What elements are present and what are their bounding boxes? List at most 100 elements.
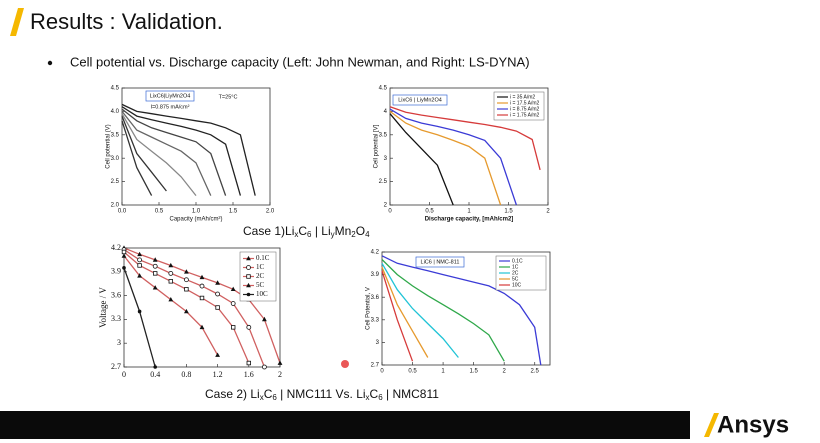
x-tick-label: 1 <box>441 369 445 375</box>
x-tick-label: 2 <box>278 370 282 379</box>
bullet-text: Cell potential vs. Discharge capacity (L… <box>70 54 530 69</box>
y-tick-label: 2.5 <box>111 179 120 185</box>
y-tick-label: 3 <box>384 156 388 162</box>
y-tick-label: 4.5 <box>379 86 388 92</box>
logo: Ansys <box>717 411 789 438</box>
marker <box>168 296 174 302</box>
y-tick-label: 3.3 <box>371 317 380 323</box>
legend-label: 5C <box>256 281 265 289</box>
chart-title-box <box>392 94 448 106</box>
y-tick-label: 2.7 <box>371 363 380 369</box>
cursor-highlight <box>341 360 349 368</box>
y-tick-label: 3.3 <box>111 314 121 323</box>
x-tick-label: 1.2 <box>213 370 223 379</box>
subscript: 4 <box>365 230 370 239</box>
subscript: x <box>294 230 298 239</box>
marker <box>168 279 173 284</box>
marker <box>199 295 205 301</box>
footer-band <box>0 411 690 439</box>
chart-title: LiC6 | NMC-811 <box>421 259 460 265</box>
x-tick-label: 0.5 <box>408 369 417 375</box>
x-tick-label: 0.0 <box>118 209 127 215</box>
subscript: x <box>260 393 264 402</box>
x-tick-label: 0 <box>122 370 126 379</box>
series-line <box>121 106 242 196</box>
case2-caption: Case 2) LixC6 | NMC111 Vs. LixC6 | NMC81… <box>205 387 439 402</box>
caption-text: | Li <box>312 224 331 238</box>
marker <box>215 352 220 357</box>
marker <box>215 291 221 297</box>
marker <box>122 266 126 270</box>
marker <box>246 324 252 330</box>
logo-accent <box>704 413 719 437</box>
legend-label: 0.1C <box>512 258 523 264</box>
y-axis-label: Cell potential [V] <box>374 124 380 168</box>
y-axis-label: Cell Potential, V <box>366 287 372 330</box>
x-tick-label: 0.5 <box>155 209 164 215</box>
series-line <box>121 120 153 196</box>
marker <box>137 251 142 257</box>
series-line <box>121 103 256 196</box>
y-tick-label: 3.0 <box>111 156 120 162</box>
marker <box>246 360 251 366</box>
legend-label: i = 8.75 A/m2 <box>510 106 540 112</box>
marker <box>246 282 251 288</box>
y-tick-label: 3.5 <box>111 132 120 138</box>
y-tick-label: 3.9 <box>111 267 121 276</box>
caption-text: Li <box>285 224 294 238</box>
series-line <box>389 110 502 206</box>
x-tick-label: 0.5 <box>425 209 434 215</box>
legend-label: 2C <box>256 272 265 280</box>
marker <box>152 271 158 276</box>
series-line <box>381 270 414 362</box>
series-line <box>389 108 518 206</box>
marker <box>121 253 127 258</box>
y-tick-label: 3.6 <box>371 295 380 301</box>
caption-text: Mn <box>335 224 352 238</box>
subscript: x <box>366 393 370 402</box>
series-line <box>381 259 505 362</box>
legend-label: i = 35 A/m2 <box>510 94 535 100</box>
series-line <box>381 262 459 358</box>
y-tick-label: 2 <box>384 203 388 209</box>
marker <box>183 277 189 283</box>
case1-caption: Case 1)LixC6 | LiyMn2O4 <box>243 224 370 239</box>
x-tick-label: 1.5 <box>469 369 478 375</box>
legend-label: i = 17.5 A/m2 <box>510 100 540 106</box>
marker <box>184 269 189 274</box>
x-tick-label: 2 <box>503 369 507 375</box>
subscript: 6 <box>307 230 312 239</box>
marker <box>199 283 205 289</box>
series-line <box>381 266 429 358</box>
y-tick-label: 3.6 <box>111 290 121 299</box>
marker <box>184 287 189 292</box>
x-tick-label: 0 <box>380 369 384 375</box>
series-line <box>121 108 227 196</box>
marker <box>199 274 205 280</box>
x-tick-label: 0.4 <box>150 370 160 379</box>
caption-text: C <box>370 387 379 401</box>
marker <box>168 270 174 276</box>
marker <box>277 360 283 365</box>
chart-title: LixC6|LiyMn2O4 <box>150 93 191 99</box>
series-line <box>389 106 541 171</box>
marker <box>153 365 157 369</box>
marker <box>137 263 142 268</box>
marker <box>152 263 158 269</box>
series-line <box>123 249 266 368</box>
marker <box>168 262 174 268</box>
x-tick-label: 2 <box>546 209 550 215</box>
x-axis-label: Discharge capacity, [mAh/cm2] <box>425 217 514 223</box>
annotation: I=0.875 mA/cm² <box>151 104 190 110</box>
y-tick-label: 4.2 <box>111 243 121 252</box>
marker <box>152 285 158 290</box>
series-line <box>381 255 542 366</box>
x-tick-label: 1.0 <box>192 209 201 215</box>
slide-title: Results : Validation. <box>30 9 223 34</box>
marker <box>215 280 220 285</box>
marker <box>262 316 267 322</box>
y-tick-label: 3.9 <box>371 272 380 278</box>
marker <box>121 249 127 255</box>
